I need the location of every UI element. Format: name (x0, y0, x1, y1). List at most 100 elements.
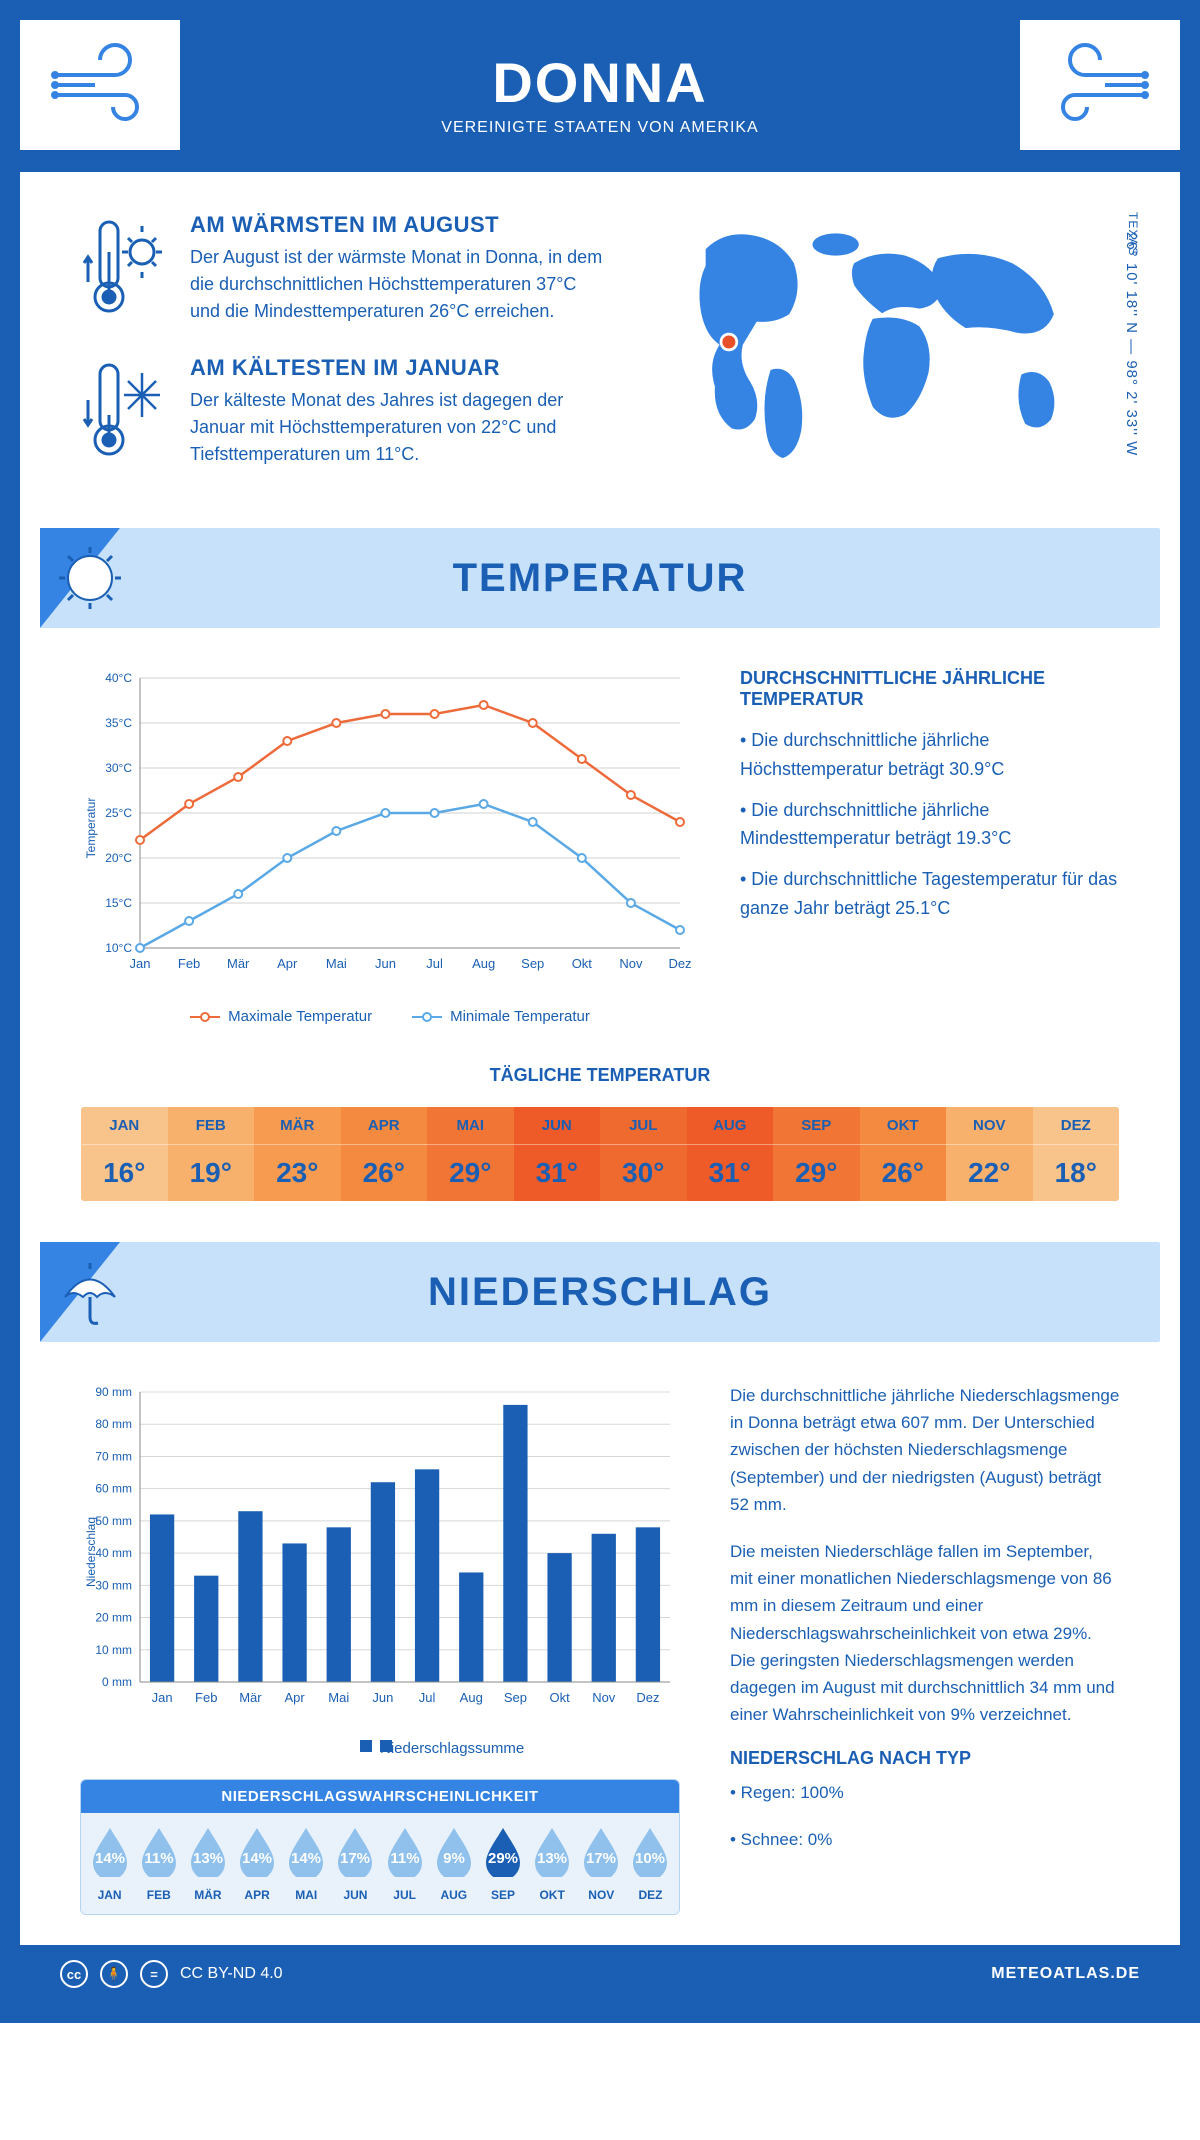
coldest-text: Der kälteste Monat des Jahres ist dagege… (190, 387, 604, 468)
svg-text:Jan: Jan (152, 1690, 173, 1705)
svg-text:11%: 11% (144, 1850, 173, 1867)
svg-text:30 mm: 30 mm (95, 1578, 132, 1592)
daily-temp-cell: OKT26° (860, 1107, 947, 1201)
svg-text:10%: 10% (635, 1850, 665, 1867)
svg-text:Mai: Mai (328, 1690, 349, 1705)
precip-rain: • Regen: 100% (730, 1779, 1120, 1806)
svg-text:Mai: Mai (326, 956, 347, 971)
svg-text:Apr: Apr (277, 956, 298, 971)
by-icon: 🧍 (100, 1960, 128, 1988)
avg-min-text: • Die durchschnittliche jährliche Mindes… (740, 796, 1120, 854)
svg-text:15°C: 15°C (105, 896, 132, 910)
prob-cell: 10% DEZ (626, 1825, 675, 1902)
daily-temp-cell: MAI29° (427, 1107, 514, 1201)
thermometer-hot-icon (80, 212, 170, 322)
temperature-banner: TEMPERATUR (40, 528, 1160, 628)
umbrella-icon (55, 1257, 125, 1327)
world-map: TEXAS 26° 10' 18'' N — 98° 2' 33'' W (644, 212, 1120, 498)
svg-text:10°C: 10°C (105, 941, 132, 955)
daily-temp-cell: MÄR23° (254, 1107, 341, 1201)
svg-text:10 mm: 10 mm (95, 1643, 132, 1657)
svg-text:Aug: Aug (460, 1690, 483, 1705)
city-title: DONNA (40, 50, 1160, 115)
precip-para2: Die meisten Niederschläge fallen im Sept… (730, 1538, 1120, 1728)
precip-probability-box: NIEDERSCHLAGSWAHRSCHEINLICHKEIT 14% JAN … (80, 1779, 680, 1915)
prob-cell: 14% MAI (282, 1825, 331, 1902)
precip-legend-label: Niederschlagssumme (380, 1740, 392, 1752)
daily-temp-strip: JAN16°FEB19°MÄR23°APR26°MAI29°JUN31°JUL3… (80, 1106, 1120, 1202)
thermometer-cold-icon (80, 355, 170, 465)
svg-text:17%: 17% (586, 1850, 616, 1867)
warmest-block: AM WÄRMSTEN IM AUGUST Der August ist der… (80, 212, 604, 325)
coldest-title: AM KÄLTESTEN IM JANUAR (190, 355, 604, 381)
daily-temp-cell: JAN16° (81, 1107, 168, 1201)
svg-text:Okt: Okt (549, 1690, 570, 1705)
svg-text:Apr: Apr (284, 1690, 305, 1705)
svg-text:Temperatur: Temperatur (84, 798, 98, 859)
precip-snow: • Schnee: 0% (730, 1826, 1120, 1853)
precip-para1: Die durchschnittliche jährliche Niedersc… (730, 1382, 1120, 1518)
precip-type-title: NIEDERSCHLAG NACH TYP (730, 1748, 1120, 1769)
nd-icon: = (140, 1960, 168, 1988)
precip-legend: Niederschlagssumme (80, 1737, 680, 1754)
svg-text:14%: 14% (291, 1850, 321, 1867)
svg-text:80 mm: 80 mm (95, 1417, 132, 1431)
svg-text:Dez: Dez (636, 1690, 659, 1705)
svg-text:25°C: 25°C (105, 806, 132, 820)
precip-summary: Die durchschnittliche jährliche Niedersc… (730, 1382, 1120, 1915)
prob-cell: 17% NOV (577, 1825, 626, 1902)
svg-text:60 mm: 60 mm (95, 1482, 132, 1496)
header: DONNA VEREINIGTE STAATEN VON AMERIKA (20, 20, 1180, 172)
prob-title: NIEDERSCHLAGSWAHRSCHEINLICHKEIT (81, 1780, 679, 1813)
prob-cell: 14% JAN (85, 1825, 134, 1902)
temperature-chart: 10°C15°C20°C25°C30°C35°C40°CTemperaturJa… (80, 668, 700, 1025)
wind-icon (20, 20, 180, 150)
svg-text:Mär: Mär (239, 1690, 262, 1705)
svg-text:Jan: Jan (130, 956, 151, 971)
warmest-text: Der August ist der wärmste Monat in Donn… (190, 244, 604, 325)
daily-temp-cell: AUG31° (687, 1107, 774, 1201)
avg-day-text: • Die durchschnittliche Tagestemperatur … (740, 865, 1120, 923)
temperature-summary: DURCHSCHNITTLICHE JÄHRLICHE TEMPERATUR •… (740, 668, 1120, 1025)
daily-temp-cell: JUN31° (514, 1107, 601, 1201)
daily-temp-cell: NOV22° (946, 1107, 1033, 1201)
svg-text:Feb: Feb (195, 1690, 217, 1705)
svg-text:Sep: Sep (504, 1690, 527, 1705)
svg-text:Niederschlag: Niederschlag (84, 1517, 98, 1587)
wind-icon (1020, 20, 1180, 150)
svg-text:90 mm: 90 mm (95, 1385, 132, 1399)
prob-cell: 14% APR (233, 1825, 282, 1902)
svg-text:0 mm: 0 mm (102, 1675, 132, 1689)
svg-text:Sep: Sep (521, 956, 544, 971)
temp-legend: Maximale Temperatur Minimale Temperatur (80, 1008, 700, 1025)
svg-text:50 mm: 50 mm (95, 1514, 132, 1528)
svg-text:11%: 11% (390, 1850, 419, 1867)
prob-cell: 11% FEB (134, 1825, 183, 1902)
prob-cell: 13% MÄR (183, 1825, 232, 1902)
site-name: METEOATLAS.DE (991, 1965, 1140, 1983)
svg-text:13%: 13% (193, 1850, 223, 1867)
daily-temp-title: TÄGLICHE TEMPERATUR (20, 1065, 1180, 1086)
svg-text:Nov: Nov (592, 1690, 616, 1705)
svg-text:13%: 13% (537, 1850, 567, 1867)
svg-text:40°C: 40°C (105, 671, 132, 685)
prob-cell: 17% JUN (331, 1825, 380, 1902)
prob-cell: 13% OKT (528, 1825, 577, 1902)
daily-temp-cell: JUL30° (600, 1107, 687, 1201)
prob-cell: 29% SEP (478, 1825, 527, 1902)
svg-text:40 mm: 40 mm (95, 1546, 132, 1560)
svg-text:14%: 14% (242, 1850, 272, 1867)
precip-chart: 0 mm10 mm20 mm30 mm40 mm50 mm60 mm70 mm8… (80, 1382, 680, 1722)
svg-text:35°C: 35°C (105, 716, 132, 730)
svg-text:14%: 14% (95, 1850, 125, 1867)
legend-min-label: Minimale Temperatur (450, 1008, 590, 1025)
avg-temp-title: DURCHSCHNITTLICHE JÄHRLICHE TEMPERATUR (740, 668, 1120, 710)
license-text: CC BY-ND 4.0 (180, 1965, 283, 1983)
footer: cc 🧍 = CC BY-ND 4.0 METEOATLAS.DE (20, 1945, 1180, 2003)
svg-text:Jun: Jun (375, 956, 396, 971)
svg-text:Nov: Nov (619, 956, 643, 971)
svg-text:Jun: Jun (372, 1690, 393, 1705)
legend-max-label: Maximale Temperatur (228, 1008, 372, 1025)
svg-text:Dez: Dez (668, 956, 691, 971)
precip-banner: NIEDERSCHLAG (40, 1242, 1160, 1342)
